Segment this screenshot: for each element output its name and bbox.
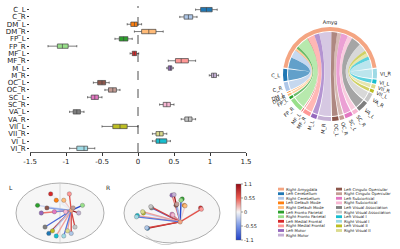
svg-text:DM_R: DM_R [6,28,26,36]
svg-text:VA_L: VA_L [363,107,376,120]
svg-text:MF_R: MF_R [295,115,308,130]
svg-text:VA_L: VA_L [9,108,26,116]
svg-text:Right Medial Frontal: Right Medial Frontal [286,223,325,228]
svg-text:SC_R: SC_R [8,101,26,109]
svg-text:DM_L: DM_L [7,21,26,29]
svg-text:Left Visual Association: Left Visual Association [344,205,388,210]
svg-text:Right Cingulo Opercular: Right Cingulo Opercular [344,191,391,196]
svg-text:OC_L: OC_L [332,123,340,137]
svg-text:VI_L: VI_L [379,79,390,88]
svg-text:MF_L: MF_L [8,50,26,58]
svg-text:Left Fronto Parietal: Left Fronto Parietal [286,210,323,215]
svg-text:SC_L: SC_L [347,118,358,132]
svg-text:1: 1 [208,158,212,166]
svg-text:Right Visual Association: Right Visual Association [344,210,391,215]
svg-text:Left Motor: Left Motor [286,228,306,233]
svg-text:VI_L: VI_L [11,138,25,146]
svg-text:L: L [9,184,13,191]
svg-text:VI_R: VI_R [10,145,25,153]
svg-text:1.5: 1.5 [240,158,251,166]
svg-text:VI_R: VI_R [380,71,391,78]
svg-text:0.55: 0.55 [244,195,255,201]
svg-text:-1.1: -1.1 [244,237,254,243]
svg-text:Left Subcortical: Left Subcortical [344,196,374,201]
svg-text:0: 0 [244,209,247,215]
svg-text:R: R [106,184,110,191]
svg-text:MF_L: MF_L [290,112,303,126]
svg-text:SC_R: SC_R [354,114,367,129]
svg-text:-1.5: -1.5 [23,158,37,166]
svg-text:Left Default Mode: Left Default Mode [286,200,321,205]
svg-text:-1: -1 [63,158,70,166]
svg-text:C_L: C_L [271,72,280,79]
svg-text:C_R: C_R [272,85,284,94]
svg-text:OC_L: OC_L [8,79,26,87]
svg-text:0: 0 [136,158,140,166]
svg-text:Right Subcortical: Right Subcortical [344,200,377,205]
svg-text:Right Fronto Parietal: Right Fronto Parietal [286,214,326,219]
svg-text:C_L: C_L [13,6,25,14]
svg-text:M_L: M_L [306,120,316,132]
svg-text:FP_R: FP_R [9,43,26,51]
svg-text:Right Visual II: Right Visual II [344,228,371,233]
svg-text:OC_R: OC_R [339,122,349,137]
svg-text:VII_R: VII_R [377,85,391,95]
svg-text:DM_L: DM_L [271,91,286,103]
svg-text:1.1: 1.1 [244,181,252,187]
svg-text:Left Cingulo Opercular: Left Cingulo Opercular [344,187,388,192]
svg-text:OC_R: OC_R [7,86,26,94]
svg-text:MF_R: MF_R [7,57,26,65]
svg-text:Left Cerebellum: Left Cerebellum [286,191,317,196]
svg-text:Right Cerebellum: Right Cerebellum [286,196,320,201]
svg-text:Right Motor: Right Motor [286,233,309,238]
svg-text:C_R: C_R [12,13,25,21]
svg-text:0.5: 0.5 [168,158,179,166]
svg-text:VII_L: VII_L [375,90,389,101]
svg-text:-0.55: -0.55 [244,223,257,229]
svg-text:FP_R: FP_R [282,105,296,119]
svg-text:SC_L: SC_L [9,94,26,102]
svg-text:DM_R: DM_R [271,93,287,106]
svg-text:Right Amygdala: Right Amygdala [286,187,318,192]
svg-text:Left Medial Frontal: Left Medial Frontal [286,219,322,224]
svg-text:Left Visual II: Left Visual II [344,223,368,228]
svg-text:FP_L: FP_L [276,97,289,109]
svg-text:Amyg: Amyg [323,19,337,26]
svg-text:VA_R: VA_R [8,116,26,124]
svg-text:VII_R: VII_R [8,130,25,138]
svg-text:Right Default Mode: Right Default Mode [286,205,324,210]
svg-text:FP_L: FP_L [10,35,26,43]
svg-text:M_R: M_R [11,72,26,80]
svg-text:VII_L: VII_L [9,123,25,131]
svg-text:Right Visual I: Right Visual I [344,219,369,224]
svg-text:M_L: M_L [12,65,26,73]
svg-text:-0.5: -0.5 [95,158,109,166]
svg-text:M_R: M_R [320,123,328,135]
svg-text:VA_R: VA_R [371,97,386,110]
svg-text:Left Visual I: Left Visual I [344,214,367,219]
